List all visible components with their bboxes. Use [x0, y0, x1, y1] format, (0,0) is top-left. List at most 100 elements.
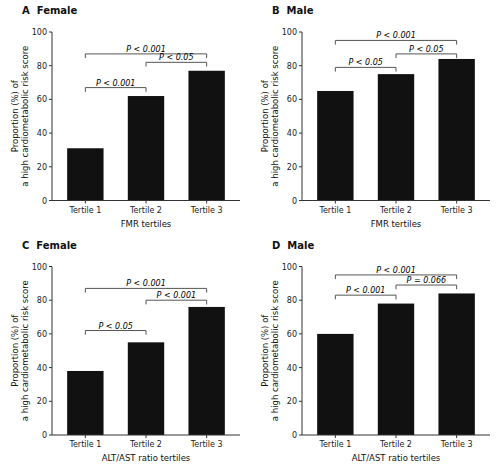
- y-tick: [49, 435, 52, 436]
- x-tick-label: Tertile 1: [68, 440, 101, 449]
- y-tick: [299, 200, 302, 201]
- y-axis-line: [52, 267, 53, 436]
- y-tick: [49, 133, 52, 134]
- y-axis-label-line: Proportion (%) of: [260, 314, 270, 387]
- x-tick: [456, 435, 457, 438]
- x-tick: [335, 201, 336, 204]
- bar: [438, 59, 474, 201]
- significance-label: P < 0.001: [376, 266, 416, 275]
- panel: 020406080100Tertile 1Tertile 2Tertile 3A…: [10, 240, 240, 464]
- bar: [128, 342, 164, 435]
- x-tick: [335, 435, 336, 438]
- significance-label: P < 0.001: [96, 79, 136, 88]
- y-axis-label-line: a high cardiometabolic risk score: [270, 280, 280, 421]
- x-tick-label: Tertile 2: [379, 440, 412, 449]
- significance-bracket: [85, 331, 146, 335]
- y-tick-label: 0: [42, 431, 47, 440]
- y-axis-label-line: a high cardiometabolic risk score: [270, 46, 280, 187]
- x-tick: [396, 201, 397, 204]
- y-tick-label: 60: [37, 330, 47, 339]
- x-tick: [206, 435, 207, 438]
- y-tick-label: 20: [37, 397, 47, 406]
- y-tick: [49, 333, 52, 334]
- significance-label: P < 0.001: [376, 31, 416, 40]
- panel: 020406080100Tertile 1Tertile 2Tertile 3F…: [10, 5, 240, 229]
- y-tick: [299, 333, 302, 334]
- significance-label: P < 0.05: [159, 53, 193, 62]
- x-tick-label: Tertile 1: [318, 206, 351, 215]
- y-tick: [299, 65, 302, 66]
- x-tick: [85, 435, 86, 438]
- x-axis-label: ALT/AST ratio tertiles: [352, 453, 441, 463]
- y-tick: [49, 367, 52, 368]
- bar: [67, 371, 103, 435]
- y-axis-label-line: a high cardiometabolic risk score: [20, 280, 30, 421]
- significance-bracket: [85, 88, 146, 92]
- significance-label: P < 0.05: [98, 322, 132, 331]
- y-tick: [299, 99, 302, 100]
- panel-title: D Male: [272, 240, 314, 251]
- significance-label: P < 0.001: [157, 291, 197, 300]
- bar: [67, 148, 103, 200]
- y-tick: [299, 166, 302, 167]
- y-tick-label: 40: [37, 364, 47, 373]
- y-tick: [49, 166, 52, 167]
- significance-bracket: [146, 300, 207, 304]
- y-tick-label: 80: [287, 296, 297, 305]
- y-tick: [299, 401, 302, 402]
- bars: [317, 293, 475, 435]
- y-tick: [49, 300, 52, 301]
- y-tick-label: 100: [32, 28, 47, 37]
- x-tick-label: Tertile 1: [68, 206, 101, 215]
- bars: [67, 71, 225, 201]
- y-tick: [49, 32, 52, 33]
- panel-title: A Female: [22, 5, 78, 16]
- x-tick: [146, 201, 147, 204]
- y-tick-label: 40: [287, 129, 297, 138]
- y-tick-label: 80: [37, 296, 47, 305]
- significance-label: P < 0.05: [409, 45, 443, 54]
- bars: [67, 307, 225, 435]
- y-tick: [49, 200, 52, 201]
- bar: [317, 91, 353, 201]
- y-tick-label: 100: [282, 28, 297, 37]
- significance-bracket: [396, 285, 457, 289]
- x-tick-label: Tertile 2: [129, 206, 162, 215]
- significance-bracket: [146, 62, 207, 66]
- y-axis-line: [52, 32, 53, 201]
- x-tick: [456, 201, 457, 204]
- y-tick-label: 0: [42, 197, 47, 206]
- panel-title: B Male: [272, 5, 314, 16]
- y-tick-label: 0: [292, 197, 297, 206]
- y-tick-label: 20: [37, 163, 47, 172]
- significance-label: P < 0.001: [126, 279, 166, 288]
- y-tick-label: 80: [37, 62, 47, 71]
- significance-bracket: [335, 295, 396, 299]
- y-tick-label: 20: [287, 397, 297, 406]
- bar: [128, 96, 164, 200]
- y-tick: [299, 367, 302, 368]
- y-tick-label: 0: [292, 431, 297, 440]
- x-tick-label: Tertile 2: [129, 440, 162, 449]
- y-tick: [49, 266, 52, 267]
- bar: [188, 307, 224, 435]
- x-axis-label: ALT/AST ratio tertiles: [102, 453, 191, 463]
- y-axis-label: Proportion (%) ofa high cardiometabolic …: [260, 280, 280, 421]
- x-tick-label: Tertile 2: [379, 206, 412, 215]
- y-axis-label: Proportion (%) ofa high cardiometabolic …: [260, 46, 280, 187]
- y-tick: [49, 99, 52, 100]
- y-axis-label: Proportion (%) ofa high cardiometabolic …: [10, 280, 30, 421]
- y-axis-label-line: Proportion (%) of: [260, 79, 270, 152]
- x-tick: [85, 201, 86, 204]
- y-axis-label-line: Proportion (%) of: [10, 79, 20, 152]
- y-tick-label: 60: [287, 330, 297, 339]
- x-tick-label: Tertile 3: [190, 440, 223, 449]
- panel: 020406080100Tertile 1Tertile 2Tertile 3F…: [260, 5, 490, 229]
- y-axis-line: [302, 267, 303, 436]
- y-tick: [299, 266, 302, 267]
- y-tick: [299, 300, 302, 301]
- x-tick-label: Tertile 3: [440, 206, 473, 215]
- y-axis-line: [302, 32, 303, 201]
- y-tick: [299, 435, 302, 436]
- bar: [438, 293, 474, 435]
